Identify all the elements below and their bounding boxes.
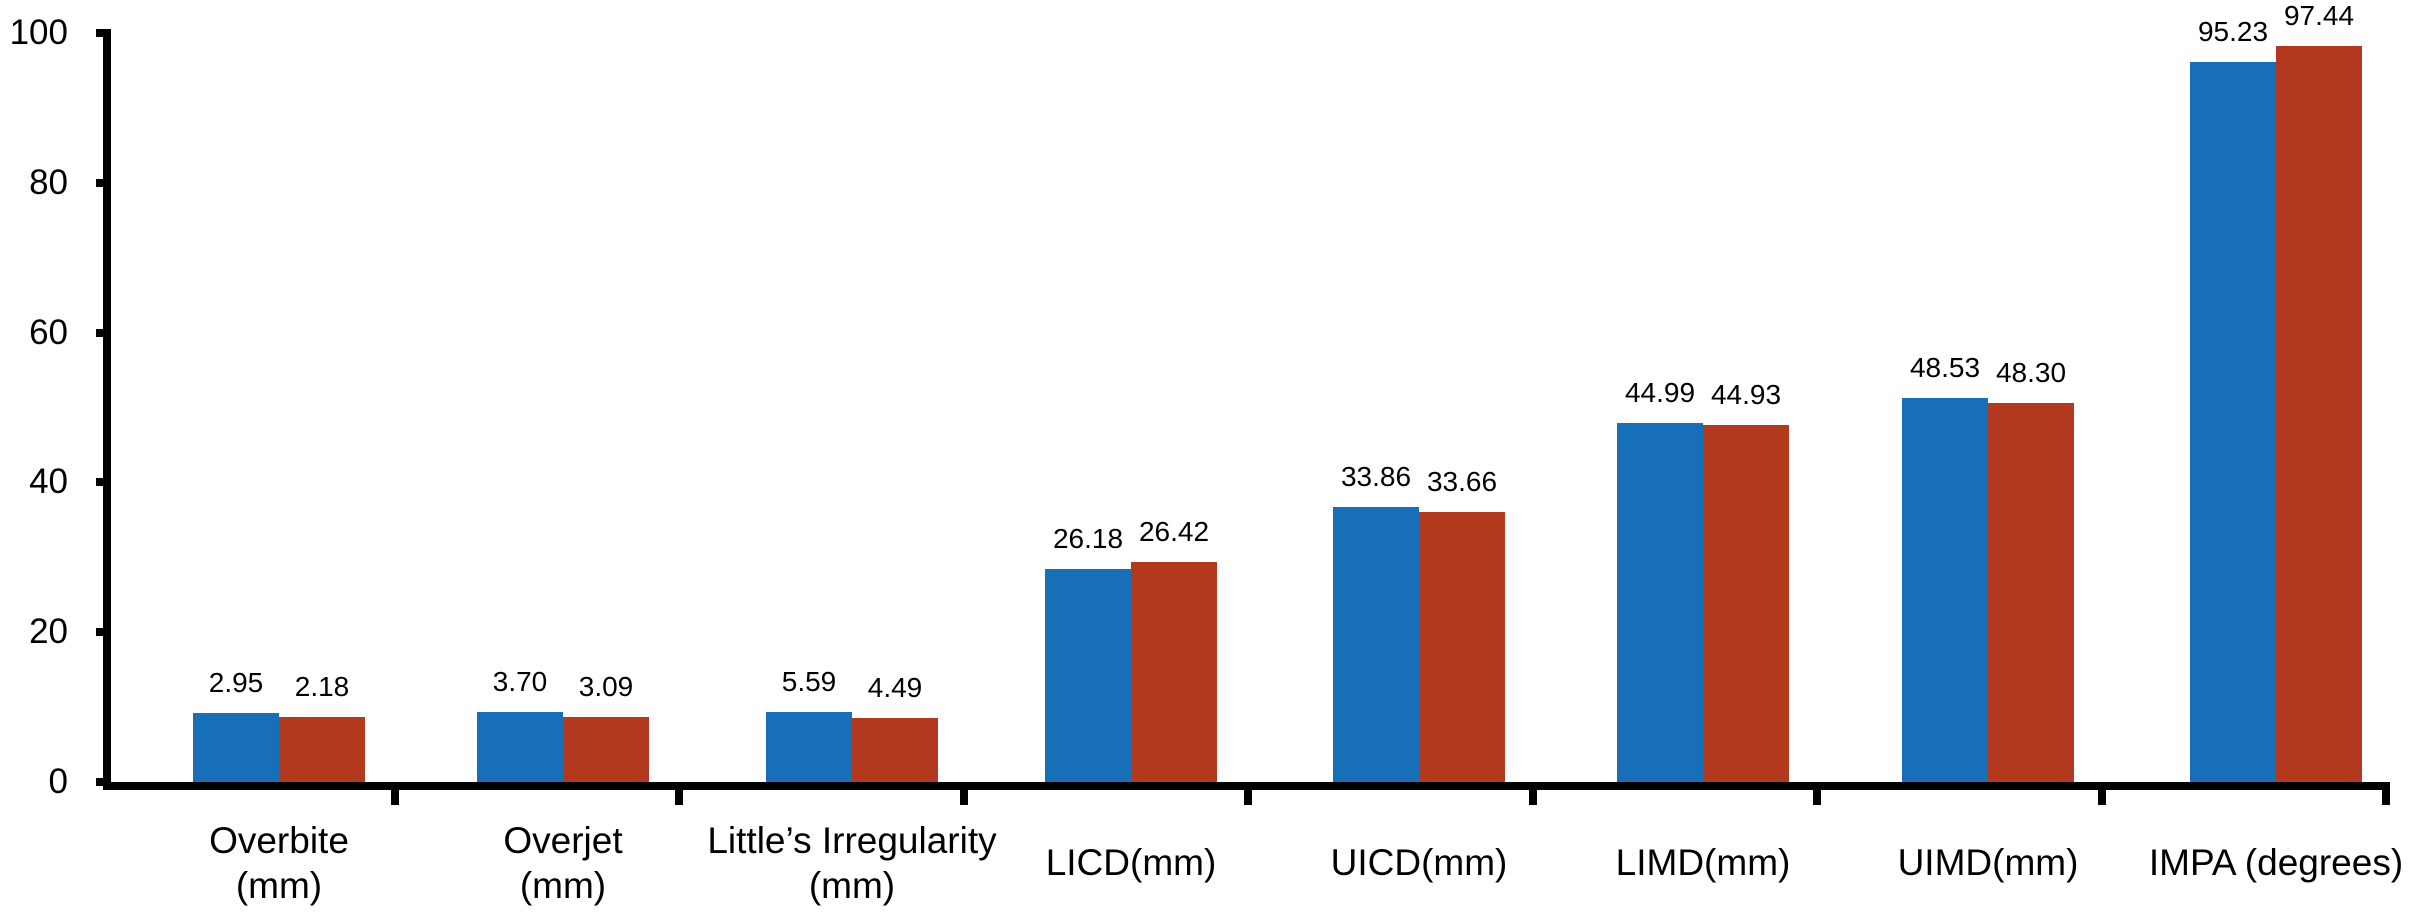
bar-licd-blue (1045, 569, 1131, 782)
category-label-line: (mm) (235, 864, 323, 906)
category-label-line: (mm) (519, 864, 607, 906)
x-axis-tick (959, 782, 968, 805)
category-label-line: UIMD(mm) (1897, 842, 2079, 883)
y-axis-tick (96, 628, 111, 637)
category-label-uicd: UICD(mm) (1249, 810, 1589, 915)
bar-littles-irregularity-blue (766, 712, 852, 782)
x-axis-tick (1813, 782, 1821, 805)
bar-littles-irregularity-red (852, 718, 938, 782)
category-label-overjet: Overjet (mm) (393, 810, 733, 915)
category-label-line: Overbite (209, 819, 349, 861)
y-axis-tick-label: 60 (29, 312, 68, 352)
x-axis-tick (2382, 782, 2390, 805)
value-label-impa-red: 97.44 (2283, 0, 2355, 31)
category-label-littles-irregularity: Little’s Irregularity (mm) (682, 810, 1022, 915)
category-label-line: IMPA (degrees) (2148, 842, 2404, 883)
y-axis-tick-label: 0 (48, 762, 68, 801)
category-label-impa: IMPA (degrees) (2106, 810, 2423, 915)
value-label-overjet-blue: 3.70 (492, 666, 548, 697)
category-label-line: Overjet (503, 819, 623, 861)
value-label-limd-red: 44.93 (1710, 379, 1782, 410)
category-label-line: LICD(mm) (1045, 842, 1217, 883)
y-axis-tick-label: 40 (29, 462, 68, 502)
y-axis-line (103, 29, 111, 790)
value-label-uicd-blue: 33.86 (1340, 461, 1412, 492)
value-label-uimd-blue: 48.53 (1909, 352, 1981, 383)
value-label-littles-irregularity-blue: 5.59 (781, 666, 837, 697)
value-label-uicd-red: 33.66 (1426, 466, 1498, 497)
value-label-impa-blue: 95.23 (2197, 16, 2269, 47)
value-label-overjet-red: 3.09 (578, 671, 634, 702)
bar-overjet-red (563, 717, 649, 782)
y-axis-tick (96, 178, 111, 187)
bar-overjet-blue (477, 712, 563, 782)
category-label-line: LIMD(mm) (1615, 842, 1791, 883)
y-axis-tick-label: 20 (29, 612, 68, 652)
value-label-overbite-red: 2.18 (294, 671, 350, 702)
x-axis-tick (2097, 782, 2106, 805)
x-axis-tick (1244, 782, 1252, 805)
y-axis-tick (96, 778, 111, 786)
category-label-line: UICD(mm) (1330, 842, 1508, 883)
bar-uimd-red (1988, 403, 2074, 782)
category-label-line: (mm) (808, 864, 896, 906)
bar-limd-blue (1617, 423, 1703, 782)
value-label-licd-red: 26.42 (1138, 516, 1210, 547)
bar-uimd-blue (1902, 398, 1988, 782)
category-label-overbite: Overbite (mm) (109, 810, 449, 915)
value-label-uimd-red: 48.30 (1995, 357, 2067, 388)
bar-uicd-blue (1333, 507, 1419, 782)
y-axis-tick-label: 80 (29, 162, 68, 202)
bar-uicd-red (1419, 512, 1505, 782)
category-label-limd: LIMD(mm) (1533, 810, 1873, 915)
bar-overbite-blue (193, 713, 279, 782)
value-label-overbite-blue: 2.95 (208, 667, 264, 698)
bar-overbite-red (279, 717, 365, 782)
x-axis-tick (390, 782, 399, 805)
x-axis-tick (1528, 782, 1537, 805)
y-axis-tick-label: 100 (9, 13, 68, 52)
y-axis-tick (96, 29, 111, 37)
value-label-limd-blue: 44.99 (1624, 377, 1696, 408)
category-label-uimd: UIMD(mm) (1818, 810, 2158, 915)
bar-impa-red (2276, 46, 2362, 782)
category-label-line: Little’s Irregularity (707, 819, 997, 861)
bar-limd-red (1703, 425, 1789, 782)
bar-licd-red (1131, 562, 1217, 782)
value-label-littles-irregularity-red: 4.49 (867, 672, 923, 703)
y-axis-tick (96, 478, 111, 487)
bar-impa-blue (2190, 62, 2276, 782)
value-label-licd-blue: 26.18 (1052, 523, 1124, 554)
category-label-licd: LICD(mm) (961, 810, 1301, 915)
y-axis-tick (96, 328, 111, 337)
x-axis-tick (675, 782, 683, 805)
